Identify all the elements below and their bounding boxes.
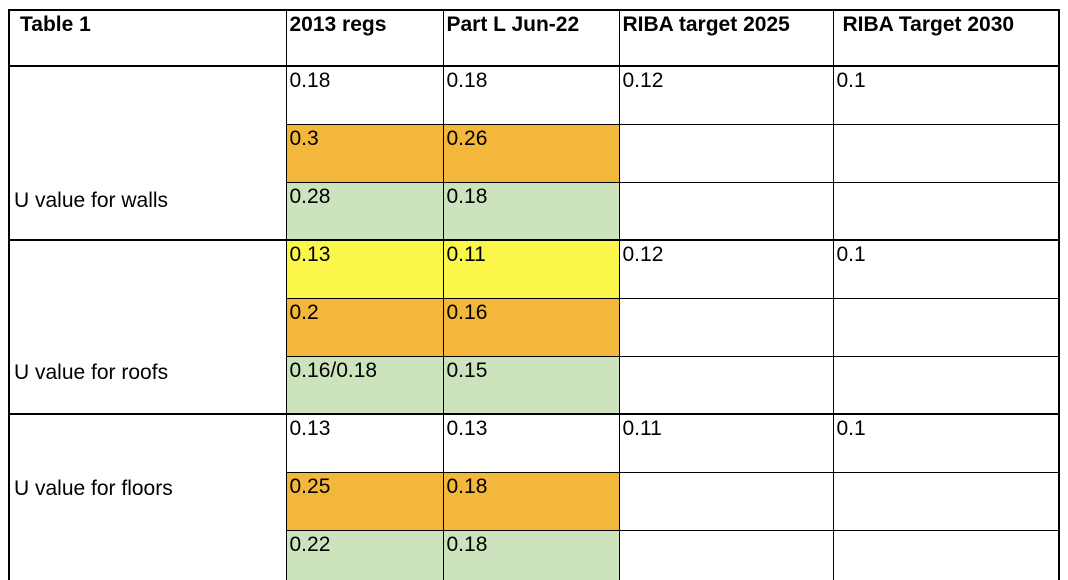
cell-roofs-2-partl: 0.16 — [442, 297, 620, 357]
cell-roofs-3-riba2030 — [832, 355, 1060, 415]
cell-floors-3-riba2030 — [832, 529, 1060, 580]
cell-walls-1-partl: 0.18 — [442, 65, 620, 125]
table-row-roofs-2: 0.2 0.16 — [9, 297, 1060, 357]
cell-roofs-2-riba2025 — [618, 297, 834, 357]
row-group-label-walls: U value for walls — [14, 189, 169, 212]
cell-walls-2-partl: 0.26 — [442, 123, 620, 183]
cell-roofs-1-riba2030: 0.1 — [832, 239, 1060, 299]
cell-floors-1-riba2030: 0.1 — [832, 413, 1060, 473]
u-value-comparison-table: Table 1 2013 regs Part L Jun-22 RIBA tar… — [8, 9, 1060, 580]
cell-floors-1-2013regs: 0.13 — [285, 413, 444, 473]
cell-roofs-2-2013regs: 0.2 — [285, 297, 444, 357]
cell-floors-3-2013regs: 0.22 — [285, 529, 444, 580]
cell-roofs-1-2013regs: 0.13 — [285, 239, 444, 299]
table-header-row: Table 1 2013 regs Part L Jun-22 RIBA tar… — [8, 9, 1060, 67]
column-header-2013-regs: 2013 regs — [285, 9, 444, 67]
cell-walls-1-2013regs: 0.18 — [285, 65, 444, 125]
row-group-label-walls-cell: U value for walls — [8, 65, 287, 241]
cell-roofs-3-riba2025 — [618, 355, 834, 415]
column-header-riba-target-2025: RIBA target 2025 — [618, 9, 834, 67]
table-row-floors-3: 0.22 0.18 — [9, 529, 1060, 580]
cell-roofs-2-riba2030 — [832, 297, 1060, 357]
table-row-walls-3: 0.28 0.18 — [9, 181, 1060, 241]
cell-floors-2-riba2030 — [832, 471, 1060, 531]
column-header-riba-target-2030: RIBA Target 2030 — [832, 9, 1060, 67]
cell-roofs-3-2013regs: 0.16/0.18 — [285, 355, 444, 415]
cell-roofs-1-riba2025: 0.12 — [618, 239, 834, 299]
column-header-part-l-jun-22: Part L Jun-22 — [442, 9, 620, 67]
cell-walls-3-partl: 0.18 — [442, 181, 620, 241]
cell-walls-3-riba2030 — [832, 181, 1060, 241]
cell-walls-2-2013regs: 0.3 — [285, 123, 444, 183]
cell-walls-3-2013regs: 0.28 — [285, 181, 444, 241]
cell-floors-3-partl: 0.18 — [442, 529, 620, 580]
cell-walls-1-riba2025: 0.12 — [618, 65, 834, 125]
table-row-floors-1: U value for floors 0.13 0.13 0.11 0.1 — [8, 413, 1060, 580]
cell-walls-1-riba2030: 0.1 — [832, 65, 1060, 125]
cell-floors-1-partl: 0.13 — [442, 413, 620, 473]
cell-roofs-1-partl: 0.11 — [442, 239, 620, 299]
cell-floors-3-riba2025 — [618, 529, 834, 580]
cell-floors-1-riba2025: 0.11 — [618, 413, 834, 473]
row-group-label-roofs-cell: U value for roofs — [8, 239, 287, 415]
table-row-walls-1: U value for walls 0.18 0.18 0.12 0.1 — [8, 65, 1060, 241]
row-group-label-floors-cell: U value for floors — [8, 413, 287, 580]
cell-floors-2-2013regs: 0.25 — [285, 471, 444, 531]
table-row-walls-2: 0.3 0.26 — [9, 123, 1060, 183]
table-title: Table 1 — [8, 9, 287, 67]
cell-walls-2-riba2025 — [618, 123, 834, 183]
cell-walls-2-riba2030 — [832, 123, 1060, 183]
row-group-label-roofs: U value for roofs — [14, 361, 169, 384]
cell-floors-2-partl: 0.18 — [442, 471, 620, 531]
cell-floors-2-riba2025 — [618, 471, 834, 531]
table-row-roofs-1: U value for roofs 0.13 0.11 0.12 0.1 — [8, 239, 1060, 415]
cell-roofs-3-partl: 0.15 — [442, 355, 620, 415]
row-group-label-floors: U value for floors — [14, 477, 173, 500]
cell-walls-3-riba2025 — [618, 181, 834, 241]
